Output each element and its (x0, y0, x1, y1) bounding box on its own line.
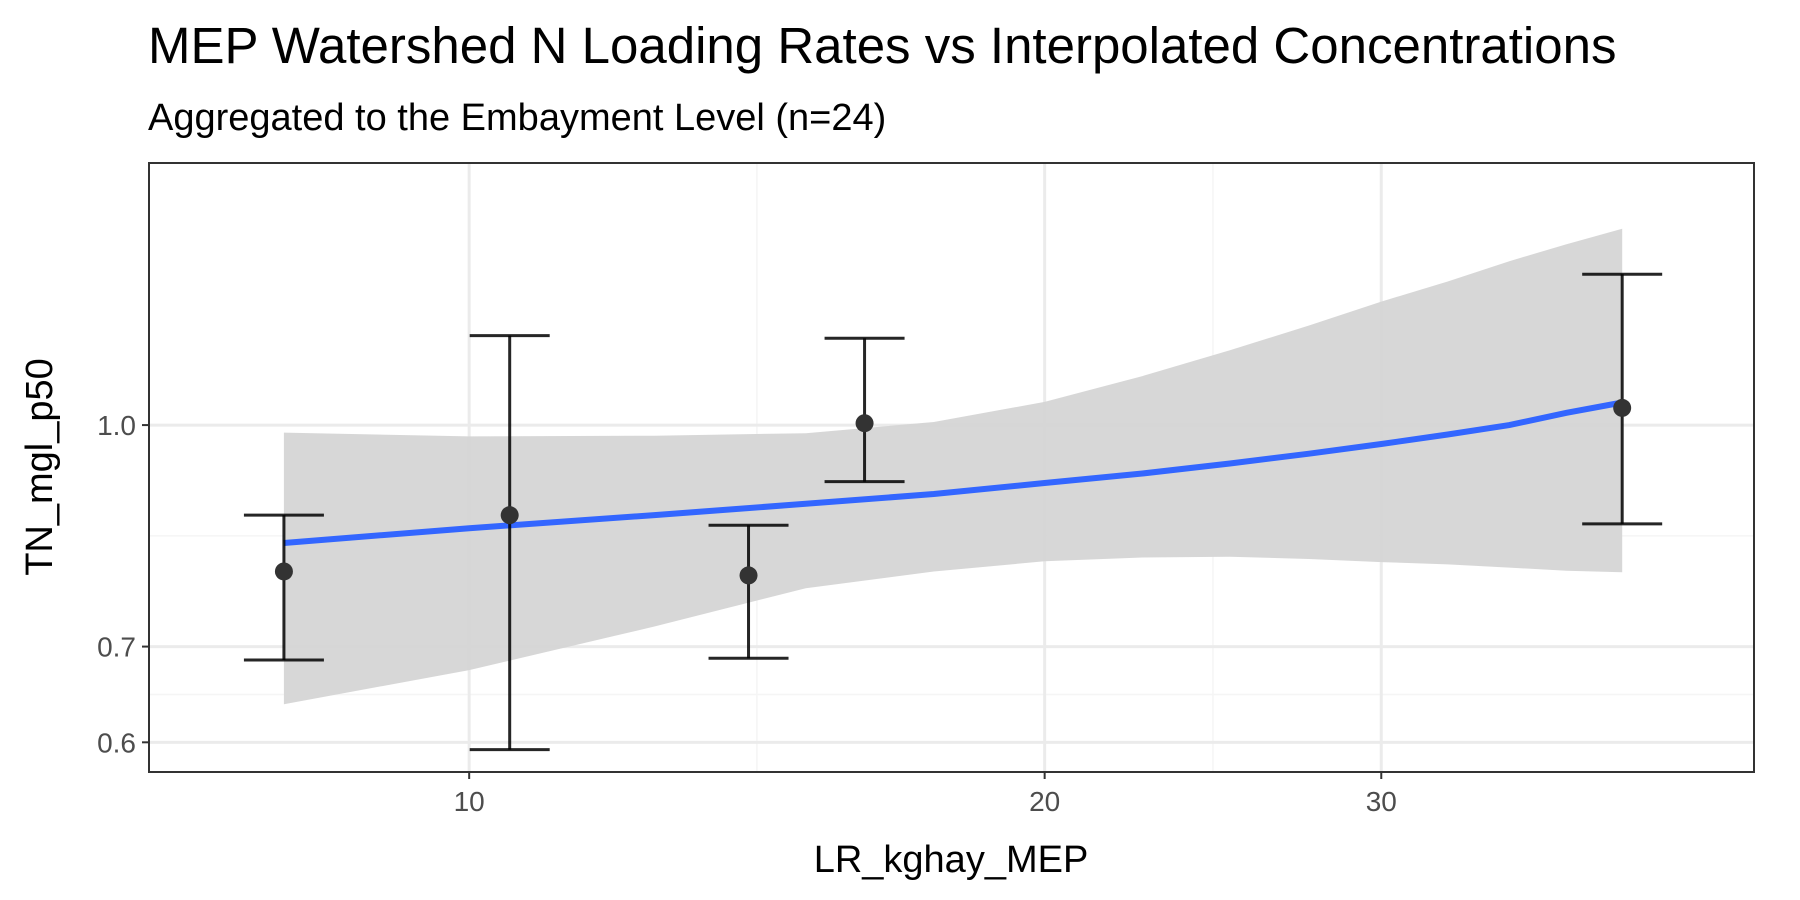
x-tick-label: 10 (454, 786, 485, 817)
chart-title: MEP Watershed N Loading Rates vs Interpo… (148, 17, 1616, 74)
x-tick-label: 20 (1029, 786, 1060, 817)
y-tick-label: 0.6 (97, 727, 136, 758)
plot-panel (148, 162, 1755, 773)
data-point (855, 414, 874, 433)
data-point (1613, 398, 1632, 417)
x-axis: 10 20 30 (454, 772, 1397, 817)
y-tick-label: 0.7 (97, 632, 136, 663)
regression-line-layer (283, 399, 1623, 546)
y-axis: 0.6 0.7 1.0 (97, 410, 149, 758)
regression-line (283, 399, 1623, 546)
error-bars-layer (243, 272, 1663, 752)
x-tick-label: 30 (1366, 786, 1397, 817)
panel-border (148, 162, 1755, 773)
data-points-layer (274, 398, 1632, 585)
data-point (500, 506, 519, 525)
chart-subtitle: Aggregated to the Embayment Level (n=24) (148, 97, 886, 139)
confidence-ribbon-layer (283, 228, 1623, 705)
x-axis-title: LR_kghay_MEP (814, 839, 1089, 881)
data-point (274, 562, 293, 581)
y-tick-label: 1.0 (97, 410, 136, 441)
y-axis-title: TN_mgl_p50 (19, 358, 61, 576)
confidence-ribbon (283, 228, 1623, 705)
data-point (739, 566, 758, 585)
